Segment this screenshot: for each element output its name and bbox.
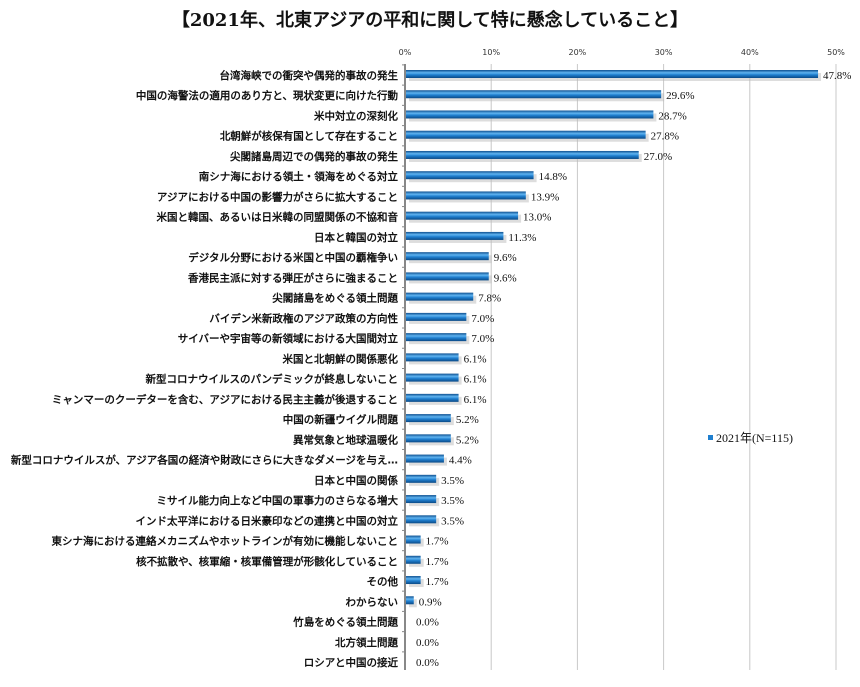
x-tick-label: 50% bbox=[827, 48, 845, 57]
bar bbox=[406, 130, 646, 139]
category-label: 北朝鮮が核保有国として存在すること bbox=[220, 130, 398, 143]
bar bbox=[406, 454, 444, 463]
category-label: 東シナ海における連絡メカニズムやホットラインが有効に機能しないこと bbox=[52, 535, 399, 548]
category-label: デジタル分野における米国と中国の覇権争い bbox=[188, 251, 398, 264]
category-label: 米国と韓国、あるいは日米韓の同盟関係の不協和音 bbox=[156, 211, 399, 224]
category-label: インド太平洋における日米豪印などの連携と中国の対立 bbox=[136, 514, 399, 527]
bar bbox=[406, 150, 639, 159]
data-label: 29.6% bbox=[666, 90, 694, 102]
bar bbox=[406, 515, 437, 524]
data-label: 7.8% bbox=[478, 293, 501, 305]
bar bbox=[406, 70, 819, 78]
category-label: 日本と韓国の対立 bbox=[314, 231, 398, 244]
bar bbox=[406, 434, 451, 443]
category-label: 尖閣諸島をめぐる領土問題 bbox=[272, 292, 398, 305]
bar bbox=[406, 191, 526, 200]
bar bbox=[406, 272, 489, 281]
data-label: 9.6% bbox=[494, 272, 517, 284]
data-label: 1.7% bbox=[426, 576, 449, 588]
category-label: サイバーや宇宙等の新領域における大国間対立 bbox=[178, 332, 399, 345]
category-label: 異常気象と地球温暖化 bbox=[293, 433, 398, 446]
data-label: 4.4% bbox=[449, 455, 472, 467]
category-label: 中国の海警法の適用のあり方と、現状変更に向けた行動 bbox=[136, 89, 399, 102]
bar bbox=[406, 535, 421, 544]
x-tick-label: 20% bbox=[569, 48, 587, 57]
x-tick-label: 0% bbox=[399, 48, 412, 57]
category-label: ロシアと中国の接近 bbox=[304, 656, 399, 669]
bar bbox=[406, 414, 451, 423]
data-label: 6.1% bbox=[464, 374, 487, 386]
category-label: 台湾海峡での衝突や偶発的事故の発生 bbox=[220, 69, 399, 82]
category-label: その他 bbox=[367, 575, 399, 588]
category-label: 南シナ海における領土・領海をめぐる対立 bbox=[199, 170, 399, 183]
data-label: 6.1% bbox=[464, 394, 487, 406]
category-label: 日本と中国の関係 bbox=[314, 474, 398, 487]
bar bbox=[406, 495, 437, 504]
bar bbox=[406, 90, 662, 99]
data-label: 3.5% bbox=[441, 515, 464, 527]
data-label: 7.0% bbox=[471, 313, 494, 325]
x-tick-label: 30% bbox=[655, 48, 673, 57]
bar bbox=[406, 292, 474, 301]
legend-label: 2021年(N=115) bbox=[716, 431, 793, 445]
bar bbox=[406, 110, 654, 119]
chart-title: 【2021年、北東アジアの平和に関して特に懸念していること】 bbox=[171, 10, 689, 31]
x-tick-label: 40% bbox=[741, 48, 759, 57]
bar bbox=[406, 474, 437, 483]
data-label: 5.2% bbox=[456, 414, 479, 426]
category-label: わからない bbox=[346, 596, 399, 608]
bar bbox=[406, 555, 421, 564]
data-label: 1.7% bbox=[426, 556, 449, 568]
category-label: ミャンマーのクーデターを含む、アジアにおける民主主義が後退すること bbox=[52, 393, 398, 406]
data-label: 27.0% bbox=[644, 151, 672, 163]
data-label: 1.7% bbox=[426, 536, 449, 548]
data-label: 0.0% bbox=[416, 617, 439, 629]
bar bbox=[406, 171, 534, 180]
data-label: 13.0% bbox=[523, 212, 551, 224]
data-label: 5.2% bbox=[456, 434, 479, 446]
bar bbox=[406, 596, 414, 605]
category-label: アジアにおける中国の影響力がさらに拡大すること bbox=[157, 190, 398, 203]
category-label: ミサイル能力向上など中国の軍事力のさらなる増大 bbox=[157, 494, 399, 507]
category-label: 新型コロナウイルスのパンデミックが終息しないこと bbox=[145, 373, 398, 386]
data-label: 3.5% bbox=[441, 495, 464, 507]
data-label: 0.9% bbox=[419, 596, 442, 608]
data-label: 9.6% bbox=[494, 252, 517, 264]
data-label: 28.7% bbox=[658, 110, 686, 122]
category-label: 米国と北朝鮮の関係悪化 bbox=[282, 352, 399, 365]
x-tick-label: 10% bbox=[482, 48, 500, 57]
category-label: 香港民主派に対する弾圧がさらに強まること bbox=[187, 271, 398, 284]
data-label: 13.9% bbox=[531, 191, 559, 203]
bar bbox=[406, 231, 504, 240]
bar bbox=[406, 353, 459, 362]
data-label: 7.0% bbox=[471, 333, 494, 345]
bar bbox=[406, 333, 467, 342]
bar bbox=[406, 211, 519, 220]
bar bbox=[406, 373, 459, 382]
category-label: 中国の新疆ウイグル問題 bbox=[283, 413, 399, 426]
bar bbox=[406, 312, 467, 321]
data-label: 47.8% bbox=[823, 70, 851, 82]
category-label: 尖閣諸島周辺での偶発的事故の発生 bbox=[230, 150, 398, 163]
category-label: 米中対立の深刻化 bbox=[313, 109, 398, 122]
category-label: 竹島をめぐる領土問題 bbox=[292, 616, 398, 629]
data-label: 3.5% bbox=[441, 475, 464, 487]
category-label: 新型コロナウイルスが、アジア各国の経済や財政にさらに大きなダメージを与え… bbox=[11, 454, 398, 467]
legend-swatch bbox=[708, 435, 713, 440]
category-label: バイデン米新政権のアジア政策の方向性 bbox=[209, 312, 398, 325]
data-label: 11.3% bbox=[508, 232, 536, 244]
bar bbox=[406, 576, 421, 585]
data-label: 14.8% bbox=[539, 171, 567, 183]
data-label: 0.0% bbox=[416, 657, 439, 669]
category-label: 北方領土問題 bbox=[335, 636, 398, 649]
bar bbox=[406, 393, 459, 402]
data-label: 6.1% bbox=[464, 353, 487, 365]
bar bbox=[406, 252, 489, 261]
data-label: 0.0% bbox=[416, 637, 439, 649]
category-label: 核不拡散や、核軍縮・核軍備管理が形骸化していること bbox=[136, 555, 398, 568]
data-label: 27.8% bbox=[651, 131, 679, 143]
